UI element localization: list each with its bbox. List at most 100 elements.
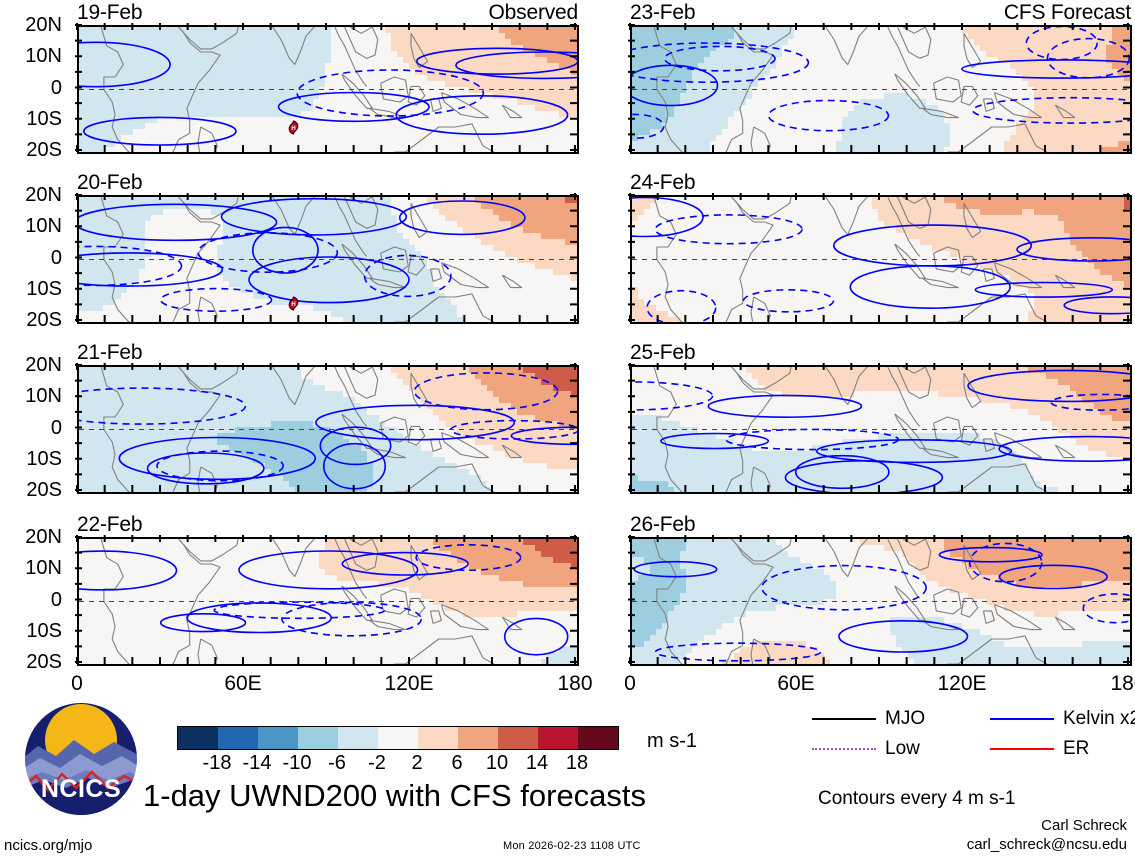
map-plot-24-feb[interactable] <box>630 195 1132 324</box>
y-tick-label: 20N <box>25 354 62 376</box>
map-plot-22-feb[interactable] <box>77 537 579 666</box>
legend-line-swatch <box>990 718 1054 720</box>
legend-line-swatch <box>990 748 1054 750</box>
y-tick-label: 0 <box>50 416 62 439</box>
ncics-logo-icon <box>23 701 139 817</box>
panel-date-label: 25-Feb <box>630 341 696 364</box>
colorbar-swatch <box>178 727 218 749</box>
x-tick-label: 180 <box>557 672 593 695</box>
y-tick-label: 20S <box>26 139 62 161</box>
panel-date-label: 22-Feb <box>77 513 143 536</box>
y-axis-labels: 20N 10N 0 10S 20S <box>0 527 62 672</box>
author-email: carl_schreck@ncsu.edu <box>966 836 1127 853</box>
y-tick-label: 0 <box>50 588 62 611</box>
legend-label: Kelvin x2 <box>1063 708 1135 729</box>
panel-date-label: 26-Feb <box>630 513 696 536</box>
colorbar-swatch <box>418 727 458 749</box>
cyclone-symbol-marker: H <box>287 296 300 313</box>
x-tick-label: 60E <box>777 672 815 695</box>
author-name: Carl Schreck <box>1041 817 1127 834</box>
contour-interval-note: Contours every 4 m s-1 <box>818 788 1016 809</box>
colorbar-tick-labels: -18 -14 -10 -6 -2 2 6 10 14 18 <box>177 752 617 776</box>
colorbar-tick-label: -2 <box>368 752 386 774</box>
colorbar <box>177 726 619 750</box>
legend-line-swatch <box>812 718 876 720</box>
main-title: 1-day UWND200 with CFS forecasts <box>143 778 647 813</box>
colorbar-tick-label: -14 <box>242 752 272 774</box>
y-tick-label: 0 <box>50 76 62 99</box>
map-plot-20-feb[interactable] <box>77 195 579 324</box>
ncics-logo-label: NCICS <box>40 775 122 803</box>
y-tick-label: 10S <box>26 619 62 642</box>
panel-date-label: 21-Feb <box>77 341 143 364</box>
y-tick-label: 10N <box>25 45 62 68</box>
legend-label: MJO <box>885 708 926 729</box>
x-axis-labels: 0 60E 120E 180 <box>624 672 1135 702</box>
colorbar-tick-label: 10 <box>485 752 509 774</box>
colorbar-tick-label: 6 <box>451 752 463 774</box>
cyclone-symbol-marker: H <box>287 120 300 137</box>
y-tick-label: 10S <box>26 277 62 300</box>
colorbar-swatch <box>378 727 418 749</box>
y-tick-label: 20N <box>25 14 62 36</box>
x-tick-label: 180 <box>1110 672 1135 695</box>
map-plot-19-feb[interactable] <box>77 25 579 154</box>
colorbar-swatch <box>498 727 538 749</box>
colorbar-swatch <box>538 727 578 749</box>
y-tick-label: 0 <box>50 246 62 269</box>
x-tick-label: 60E <box>224 672 262 695</box>
y-axis-labels: 20N 10N 0 10S 20S <box>0 355 62 500</box>
colorbar-swatch <box>258 727 298 749</box>
units-label: m s-1 <box>647 730 697 752</box>
legend-item-mjo: MJO <box>812 708 925 730</box>
panel-date-label: 23-Feb <box>630 1 696 24</box>
colorbar-swatch <box>578 727 618 749</box>
x-tick-label: 0 <box>624 672 636 695</box>
map-plot-21-feb[interactable] <box>77 365 579 494</box>
y-tick-label: 20N <box>25 184 62 206</box>
map-plot-26-feb[interactable] <box>630 537 1132 666</box>
colorbar-tick-label: 18 <box>565 752 589 774</box>
colorbar-tick-label: 2 <box>411 752 423 774</box>
x-axis-labels: 0 60E 120E 180 <box>71 672 592 702</box>
legend: MJO Kelvin x2 Low ER <box>812 708 1135 766</box>
y-tick-label: 20S <box>26 309 62 331</box>
map-plot-25-feb[interactable] <box>630 365 1132 494</box>
colorbar-tick-label: -6 <box>328 752 346 774</box>
column-header-observed: Observed <box>488 1 579 24</box>
y-tick-label: 10S <box>26 447 62 470</box>
site-url[interactable]: ncics.org/mjo <box>4 837 93 854</box>
legend-label: Low <box>885 738 920 759</box>
x-tick-label: 120E <box>384 672 434 695</box>
y-tick-label: 10S <box>26 107 62 130</box>
colorbar-swatch <box>218 727 258 749</box>
y-tick-label: 10N <box>25 215 62 238</box>
y-axis-labels: 20N 10N 0 10S 20S <box>0 185 62 330</box>
colorbar-tick-label: -18 <box>202 752 232 774</box>
legend-item-er: ER <box>990 738 1089 760</box>
panel-date-label: 19-Feb <box>77 1 143 24</box>
legend-item-kelvin-x2: Kelvin x2 <box>990 708 1135 730</box>
y-tick-label: 20S <box>26 651 62 673</box>
y-tick-label: 10N <box>25 385 62 408</box>
legend-label: ER <box>1063 738 1090 759</box>
y-axis-labels: 20N 10N 0 10S 20S <box>0 15 62 160</box>
legend-item-low: Low <box>812 738 920 760</box>
legend-line-swatch <box>812 748 876 750</box>
x-tick-label: 120E <box>937 672 987 695</box>
y-tick-label: 20S <box>26 479 62 501</box>
panel-date-label: 24-Feb <box>630 171 696 194</box>
colorbar-tick-label: 14 <box>525 752 549 774</box>
y-tick-label: 20N <box>25 526 62 548</box>
render-timestamp: Mon 2026-02-23 1108 UTC <box>503 840 641 852</box>
colorbar-tick-label: -10 <box>282 752 312 774</box>
colorbar-swatch <box>338 727 378 749</box>
ncics-logo[interactable]: NCICS <box>22 700 140 818</box>
panel-date-label: 20-Feb <box>77 171 143 194</box>
x-tick-label: 0 <box>71 672 83 695</box>
colorbar-swatch <box>298 727 338 749</box>
y-tick-label: 10N <box>25 557 62 580</box>
colorbar-swatch <box>458 727 498 749</box>
map-plot-23-feb[interactable] <box>630 25 1132 154</box>
column-header-forecast: CFS Forecast <box>1003 1 1131 24</box>
